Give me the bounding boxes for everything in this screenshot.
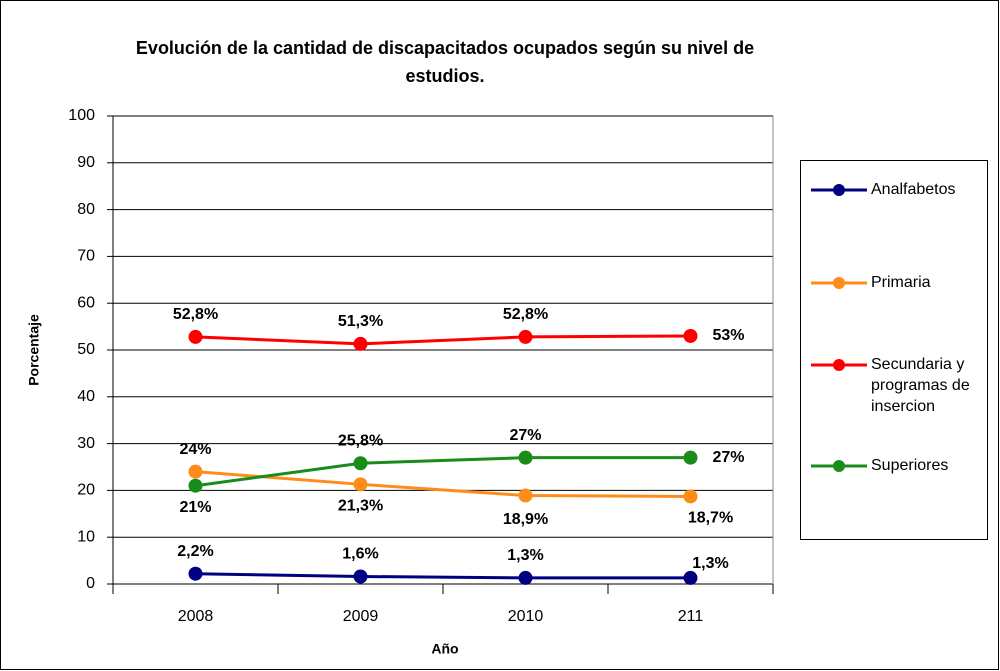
legend: Analfabetos Primaria Secundaria y programa… xyxy=(800,160,988,540)
legend-marker xyxy=(833,277,845,289)
series-line xyxy=(195,334,691,346)
legend-swatch xyxy=(811,184,867,196)
y-tick-label: 30 xyxy=(77,435,95,452)
chart-title: Evolución de la cantidad de discapacitad… xyxy=(135,38,755,86)
data-point xyxy=(683,328,698,343)
data-label: 27% xyxy=(712,449,744,466)
data-point xyxy=(188,478,203,493)
y-tick-label: 50 xyxy=(77,341,95,358)
data-label: 51,3% xyxy=(338,313,383,330)
data-point xyxy=(353,569,368,584)
legend-label: Analfabetos xyxy=(871,181,956,198)
legend-swatch xyxy=(811,277,867,289)
data-label: 52,8% xyxy=(173,306,218,323)
data-point xyxy=(683,450,698,465)
legend-marker xyxy=(833,359,845,371)
y-tick-label: 70 xyxy=(77,248,95,265)
data-label: 2,2% xyxy=(177,543,213,560)
legend-label: Superiores xyxy=(871,457,949,474)
legend-label: Secundaria y programas de insercion xyxy=(871,356,970,415)
data-point xyxy=(518,570,533,585)
x-tick-label: 2009 xyxy=(343,608,379,625)
data-label: 18,9% xyxy=(503,511,548,528)
series-line xyxy=(195,470,691,498)
y-axis-label: Porcentaje xyxy=(26,314,42,386)
data-point xyxy=(188,329,203,344)
data-label: 53% xyxy=(712,327,744,344)
data-label: 21,3% xyxy=(338,498,383,515)
data-label: 25,8% xyxy=(338,432,383,449)
data-point xyxy=(518,329,533,344)
x-tick-label: 211 xyxy=(678,608,704,625)
data-point xyxy=(518,488,533,503)
data-label: 1,6% xyxy=(342,546,378,563)
data-label: 27% xyxy=(509,427,541,444)
data-point xyxy=(683,489,698,504)
data-point xyxy=(353,456,368,471)
data-label: 21% xyxy=(179,499,211,516)
y-tick-label: 0 xyxy=(86,575,95,592)
legend-swatch xyxy=(811,460,867,472)
y-tick-label: 40 xyxy=(77,388,95,405)
y-tick-label: 20 xyxy=(77,482,95,499)
x-tick-label: 2008 xyxy=(178,608,214,625)
data-point xyxy=(353,477,368,492)
data-point xyxy=(188,464,203,479)
data-point xyxy=(188,566,203,581)
data-point xyxy=(683,570,698,585)
data-label: 1,3% xyxy=(692,555,728,572)
legend-swatch xyxy=(811,359,867,371)
y-tick-label: 100 xyxy=(68,107,95,124)
data-label: 52,8% xyxy=(503,306,548,323)
x-tick-label: 2010 xyxy=(508,608,544,625)
series-line xyxy=(195,572,691,580)
y-tick-label: 80 xyxy=(77,201,95,218)
x-axis-label: Año xyxy=(431,641,458,657)
y-tick-label: 60 xyxy=(77,294,95,311)
legend-label: Primaria xyxy=(871,274,931,291)
legend-marker xyxy=(833,184,845,196)
data-label: 1,3% xyxy=(507,547,543,564)
data-point xyxy=(518,450,533,465)
data-point xyxy=(353,336,368,351)
data-label: 18,7% xyxy=(688,510,733,527)
y-tick-label: 10 xyxy=(77,528,95,545)
y-tick-label: 90 xyxy=(77,154,95,171)
data-label: 24% xyxy=(179,441,211,458)
legend-marker xyxy=(833,460,845,472)
series-line xyxy=(195,456,691,488)
